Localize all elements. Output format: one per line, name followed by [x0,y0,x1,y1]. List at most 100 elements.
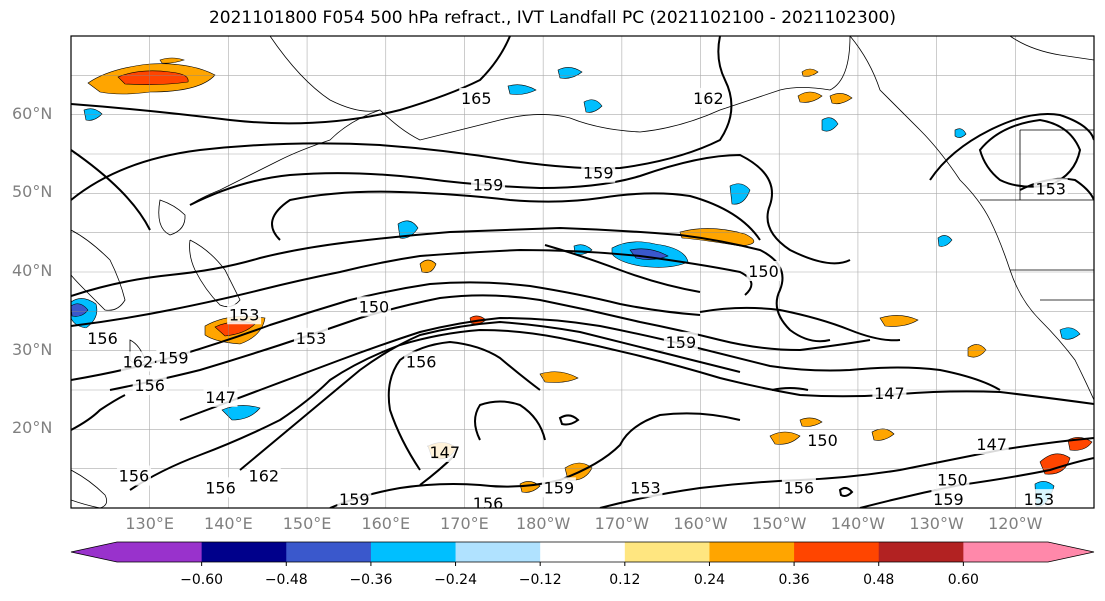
colorbar-segment [201,542,287,562]
colorbar-segment [117,542,203,562]
colorbar-segment [286,542,372,562]
colorbar-extend-max [1048,542,1094,562]
contour-label: 156 [134,376,165,395]
contour-label: 156 [406,352,437,371]
colorbar-tick-label: 0.48 [863,572,895,588]
colorbar-segment [540,542,626,562]
coastlines [71,36,1094,508]
contour-label: 147 [874,384,905,403]
contour-label-background [203,386,238,407]
contour-label: 159 [473,175,504,194]
colorbar-segment [624,542,710,562]
contour-label: 150 [807,431,838,450]
colorbar [70,541,1095,566]
longitude-label: 130°E [125,514,175,533]
contour-label-background [931,489,966,508]
map-plot-area: 165 1621591591531501501531531561591621591… [71,36,1094,513]
contour-label-background [85,327,120,348]
colorbar-extend-min [71,542,117,562]
contour-label: 159 [933,490,964,509]
contour-label-background [746,261,781,281]
longitude-label: 150°W [752,514,807,533]
contour-labels: 165 1621591591531501501531531561591621591… [85,87,1068,513]
contour-label-background [872,382,907,403]
contour-label: 153 [229,305,260,324]
longitude-label: 160°E [361,514,411,533]
latitude-label: 40°N [12,261,53,280]
shaded-anomalies [71,57,1093,507]
colorbar-segment [370,542,457,562]
contour-label: 150 [937,470,968,489]
contour-label: 156 [473,494,504,513]
positive-anomaly-patches [87,57,1093,493]
colorbar-segment [794,542,880,562]
contour-label-background [663,331,698,352]
contour-label-background [116,465,151,486]
contour-label: 156 [205,478,236,497]
colorbar-tick-label: 0.24 [693,572,726,588]
colorbar-segment [709,542,795,562]
contour-label: 147 [976,435,1007,454]
longitude-label: 170°E [440,514,489,533]
contour-label: 165 [461,89,492,108]
colorbar-tick-label: −0.12 [518,572,562,588]
contour-label-background [459,87,494,108]
graticule-gridlines [71,36,1094,508]
contour-label-background [120,351,155,372]
contour-label-background [471,174,506,195]
longitude-label: 160°W [673,514,728,533]
longitude-label: 140°W [830,514,886,533]
contour-label: 162 [693,89,724,108]
colorbar-tick-label: −0.36 [349,572,393,588]
contour-label: 153 [1035,179,1066,198]
colorbar-outline [70,541,1095,563]
contour-label-background [246,465,281,486]
contour-label-background [935,469,970,490]
map-title: 2021101800 F054 500 hPa refract., IVT La… [208,8,896,28]
latitude-label: 20°N [12,418,53,438]
colorbar-tick-label: 0.60 [947,572,979,588]
contour-label-background [203,477,238,498]
contour-label: 159 [666,333,697,352]
contour-label-background [156,347,191,368]
contour-label-background [294,327,329,348]
contour-label-background [581,162,616,183]
contour-label-background [356,296,391,317]
latitude-label: 60°N [12,103,53,123]
contour-label: 156 [784,478,815,497]
contour-label: 162 [249,467,280,486]
contour-label: 147 [205,388,236,407]
longitude-label: 130°W [909,514,964,533]
contour-label: 150 [359,297,390,316]
longitude-label: 170°W [594,514,650,533]
contour-label-background [471,493,506,508]
contour-label: 159 [158,349,189,368]
contour-label: 147 [430,443,461,462]
longitude-label: 140°E [204,514,253,533]
colorbar-tick-label: −0.24 [434,572,477,588]
latitude-label: 50°N [12,182,53,202]
contour-label: 153 [296,329,327,348]
contour-label-background [781,477,816,498]
contour-label-background [805,430,840,451]
colorbar-segment [963,542,1049,562]
contour-label: 162 [123,352,154,371]
contour-label: 156 [119,467,150,486]
colorbar-tick-label: −0.48 [264,572,308,588]
contour-label-background [227,304,262,325]
contour-label: 156 [87,329,118,348]
contour-label-background [691,87,726,108]
colorbar-tick-label: −0.60 [180,572,224,588]
longitude-label: 120°W [988,514,1043,533]
contour-label: 153 [630,478,661,497]
contour-label-background [974,434,1009,455]
colorbar-tick-label: 0.12 [609,572,641,588]
contour-label-background [132,375,167,396]
contour-label: 159 [583,164,614,183]
contour-label-background [541,477,576,498]
contour-label: 159 [339,490,370,509]
contour-label-background [427,441,462,462]
contour-label-background [337,489,372,508]
contour-label: 153 [1024,490,1055,509]
contour-label: 150 [748,262,779,281]
